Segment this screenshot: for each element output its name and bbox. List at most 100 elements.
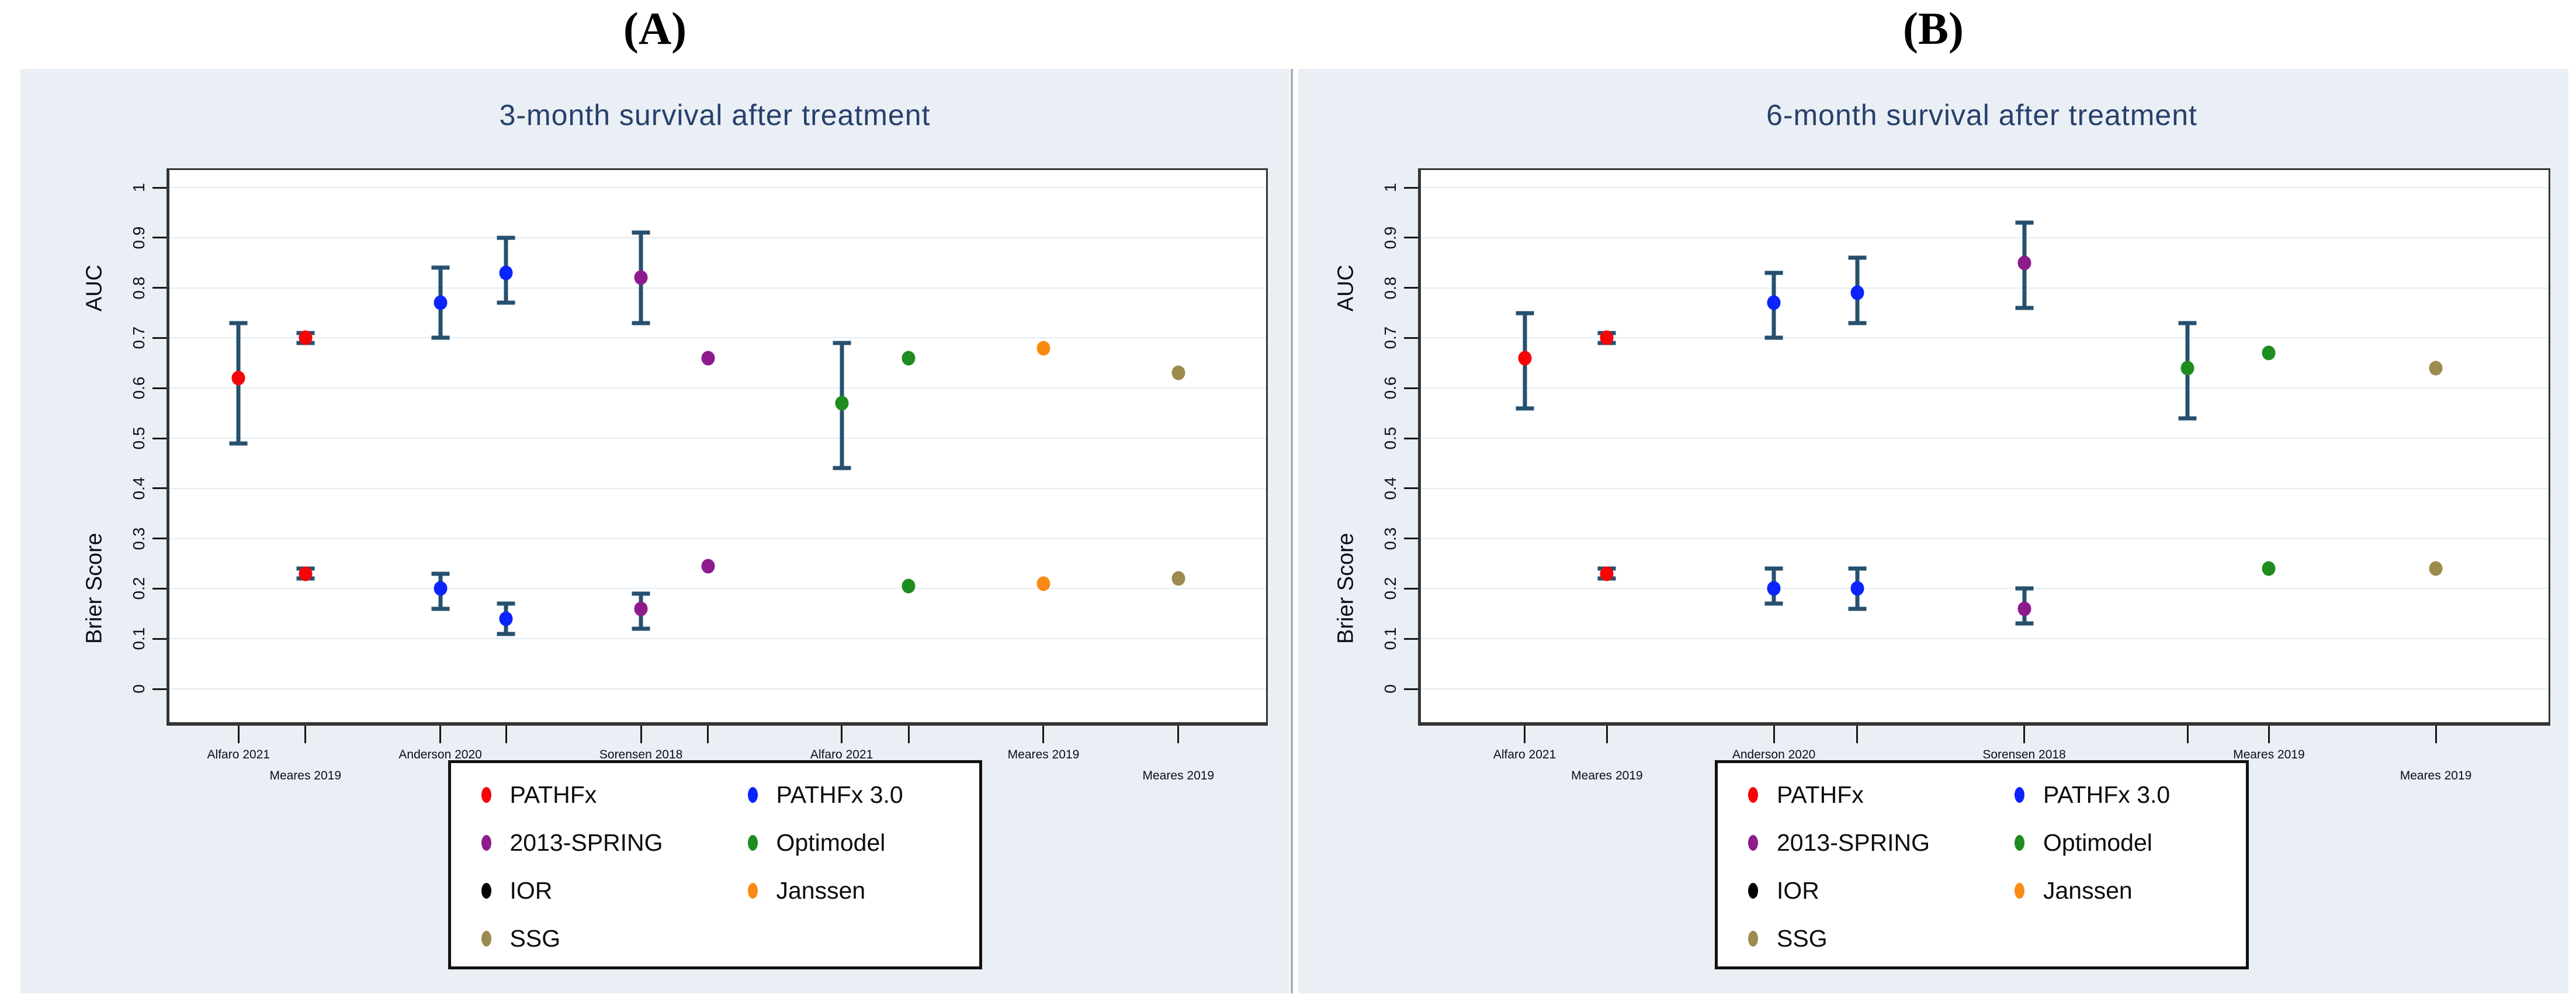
y-axis-tick — [152, 538, 167, 540]
x-axis-study-label: Alfaro 2021 — [810, 748, 873, 761]
error-bar-cap-bottom — [431, 335, 450, 340]
error-bar-cap-top — [2178, 321, 2197, 325]
data-point-marker — [2429, 361, 2443, 376]
y-tick-label: 1 — [130, 183, 148, 192]
y-tick-label: 0.3 — [130, 527, 148, 550]
gridline — [169, 638, 1266, 640]
y-axis-tick — [152, 387, 167, 389]
gridline — [169, 337, 1266, 339]
data-point-marker — [634, 601, 648, 616]
legend-item-label: Janssen — [776, 876, 866, 904]
x-axis-study-label: Sorensen 2018 — [599, 748, 683, 761]
y-axis-tick — [1404, 287, 1418, 289]
legend-item-label: IOR — [509, 876, 553, 904]
data-point-marker — [1171, 571, 1185, 586]
y-tick-label: 0.6 — [1381, 376, 1399, 400]
x-axis-study-label: Anderson 2020 — [398, 748, 482, 761]
error-bar-cap-top — [632, 230, 650, 235]
tan-legend-marker-icon — [481, 930, 491, 947]
legend-item: PATHFx — [481, 777, 597, 812]
legend-item: PATHFx 3.0 — [747, 777, 903, 812]
gridline — [169, 187, 1266, 188]
gridline — [1421, 638, 2549, 640]
y-tick-label: 0.4 — [1381, 477, 1399, 500]
legend-item: IOR — [1748, 873, 1819, 908]
plot-area: 0 0.1 0.2 0.3 0.4 0.5 0.6 0.7 0.8 0.9 1 AUC Brier Sc… — [82, 168, 1268, 782]
data-point-marker — [2262, 561, 2276, 576]
data-point-marker — [434, 295, 448, 310]
error-bar-cap-top — [431, 571, 450, 576]
data-point-marker — [1767, 295, 1781, 310]
orange-legend-marker-icon — [747, 882, 758, 899]
chart-title: 3-month survival after treatment — [499, 99, 931, 131]
data-point-marker — [499, 265, 513, 280]
error-bar-cap-bottom — [497, 632, 515, 636]
blue-legend-marker-icon — [747, 786, 758, 803]
y-axis-label-brier-score: Brier Score — [82, 533, 107, 644]
legend-item: Janssen — [2015, 873, 2133, 908]
data-point-marker — [1036, 341, 1050, 356]
legend-item: 2013-SPRING — [1748, 825, 1930, 860]
gridline — [1421, 538, 2549, 539]
error-bar-cap-top — [1848, 255, 1867, 260]
data-point-marker — [2180, 361, 2194, 376]
y-axis-tick — [152, 237, 167, 239]
error-bar-cap-bottom — [1764, 335, 1783, 340]
gridline — [169, 237, 1266, 238]
data-point-marker — [2262, 345, 2276, 361]
data-point-marker — [1518, 351, 1532, 366]
data-point-marker — [1850, 285, 1864, 300]
y-tick-label: 0.8 — [130, 276, 148, 300]
error-bar-cap-bottom — [1848, 321, 1867, 325]
legend-item-label: Optimodel — [2043, 829, 2152, 856]
gridline — [169, 438, 1266, 439]
gridline — [1421, 287, 2549, 289]
y-tick-label: 0.8 — [1381, 276, 1399, 300]
gridline — [1421, 688, 2549, 689]
y-axis-tick — [1404, 688, 1418, 690]
error-bar-cap-top — [1764, 271, 1783, 275]
error-bar-cap-bottom — [632, 321, 650, 325]
data-point-marker — [701, 559, 715, 574]
gridline — [169, 487, 1266, 489]
x-axis-tick — [2186, 726, 2189, 743]
error-bar-cap-top — [1516, 311, 1534, 315]
legend-item: IOR — [481, 873, 553, 908]
gridline — [1421, 187, 2549, 188]
x-axis-tick — [2268, 726, 2270, 743]
purple-legend-marker-icon — [481, 834, 491, 851]
y-tick-label: 0.1 — [1381, 627, 1399, 650]
legend-item: Optimodel — [747, 825, 885, 860]
plot-area: 0 0.1 0.2 0.3 0.4 0.5 0.6 0.7 0.8 0.9 1 AUC Brier Sc… — [1334, 168, 2550, 782]
x-axis-tick — [304, 726, 307, 743]
y-tick-label: 0.6 — [130, 376, 148, 400]
y-axis-tick — [1404, 186, 1418, 189]
x-axis-study-label: Meares 2019 — [2233, 748, 2305, 761]
data-point-marker — [434, 581, 448, 596]
panel-b-label: (B) — [1903, 3, 1964, 54]
legend-item-label: 2013-SPRING — [1777, 829, 1930, 856]
x-axis-tick — [1042, 726, 1045, 743]
x-axis-tick — [640, 726, 642, 743]
data-point-marker — [299, 330, 313, 345]
y-axis-tick — [152, 587, 167, 590]
legend: PATHFx PATHFx 3.0 2013-SPRING Optimodel IOR J… — [448, 760, 982, 969]
black-legend-marker-icon — [1748, 882, 1758, 899]
legend-item: SSG — [481, 921, 560, 956]
gridline — [1421, 588, 2549, 590]
y-tick-label: 0.4 — [130, 477, 148, 500]
x-axis-tick — [237, 726, 240, 743]
error-bar-cap-top — [1848, 566, 1867, 571]
error-bar-cap-bottom — [2015, 621, 2034, 626]
x-axis-study-label: Meares 2019 — [269, 769, 342, 782]
x-axis-tick — [439, 726, 442, 743]
data-point-marker — [1600, 330, 1614, 345]
error-bar-cap-bottom — [1848, 607, 1867, 611]
x-axis-tick — [1524, 726, 1526, 743]
y-axis-tick — [1404, 587, 1418, 590]
x-axis-tick — [841, 726, 843, 743]
data-point-marker — [499, 611, 513, 626]
legend-item: 2013-SPRING — [481, 825, 663, 860]
error-bar-cap-bottom — [1764, 601, 1783, 606]
y-tick-label: 0.5 — [130, 427, 148, 450]
